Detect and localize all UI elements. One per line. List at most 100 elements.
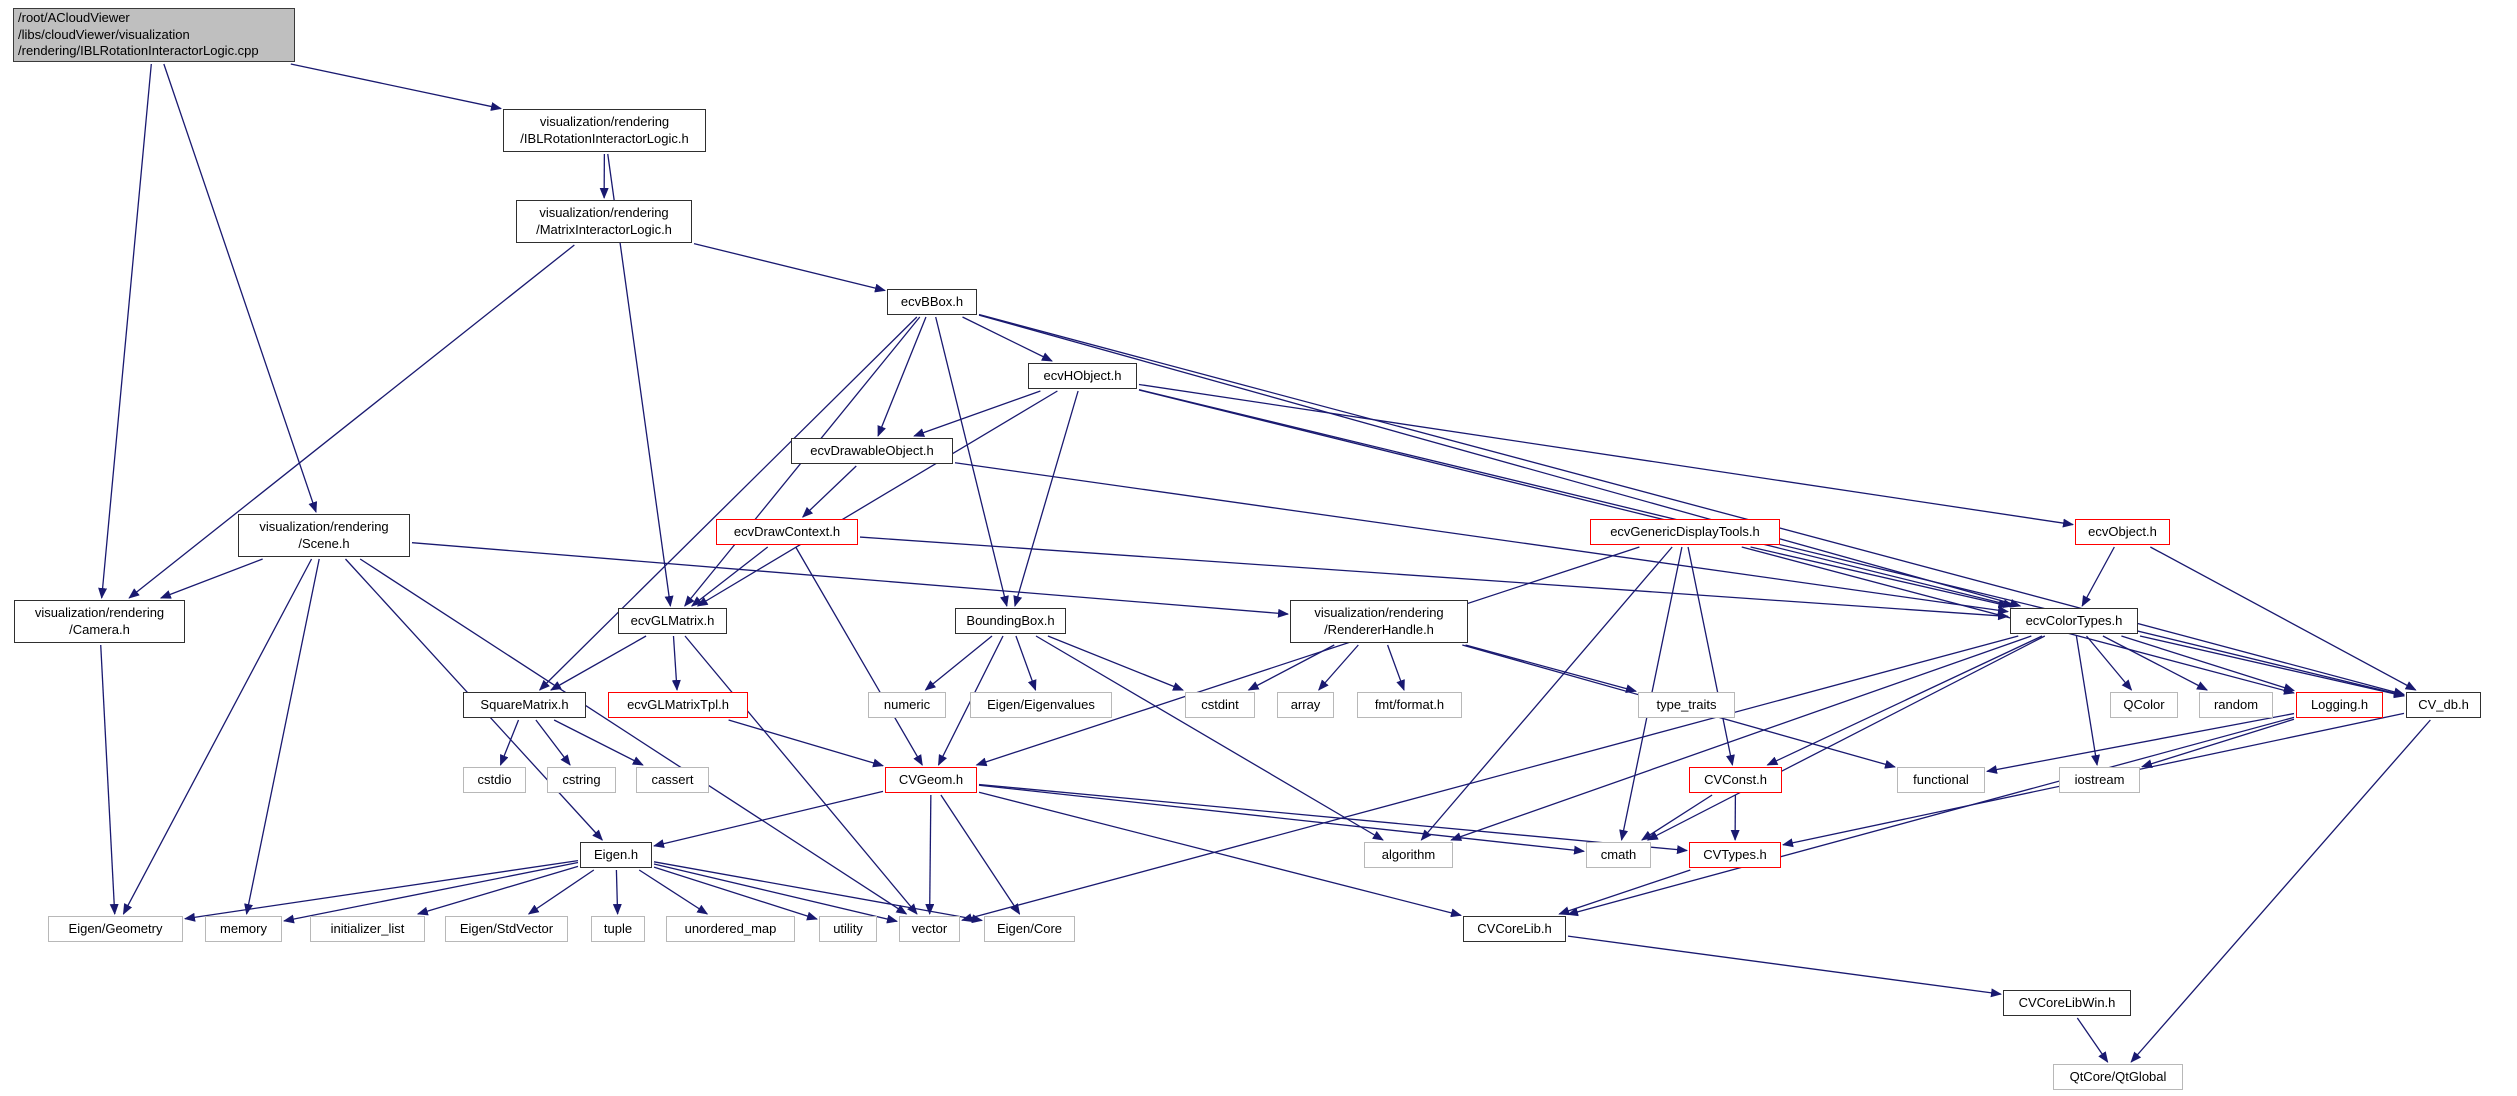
include-edge-root_cpp-to-scene xyxy=(163,63,318,513)
graph-node-unordered_map: unordered_map xyxy=(666,916,795,942)
graph-node-cvtypes[interactable]: CVTypes.h xyxy=(1689,842,1781,868)
include-edge-matrix_h-to-camera xyxy=(128,244,575,599)
graph-node-type_traits: type_traits xyxy=(1638,692,1735,718)
graph-node-eigen_h[interactable]: Eigen.h xyxy=(580,842,652,868)
include-edge-ecvcolortypes-to-cvconst xyxy=(1766,635,2043,766)
graph-node-eigen_core: Eigen/Core xyxy=(984,916,1075,942)
include-edge-ecvbbox-to-ecvhobject xyxy=(962,316,1053,362)
graph-node-ecvglmatrixtpl[interactable]: ecvGLMatrixTpl.h xyxy=(608,692,748,718)
include-edge-scene-to-vector xyxy=(359,558,908,915)
include-edge-ecvcolortypes-to-logging xyxy=(2121,635,2295,692)
include-edge-logging-to-functional xyxy=(1986,712,2295,774)
include-edge-cvtypes-to-cvcorelib xyxy=(1558,869,1691,916)
graph-node-numeric: numeric xyxy=(868,692,946,718)
include-edge-eigen_h-to-eigen_geometry xyxy=(184,859,579,922)
include-edge-squarematrix-to-cassert xyxy=(553,719,644,766)
include-edge-boundingbox-to-numeric xyxy=(924,635,993,691)
graph-node-genericdisplay[interactable]: ecvGenericDisplayTools.h xyxy=(1590,519,1780,545)
graph-node-cvcorelib[interactable]: CVCoreLib.h xyxy=(1463,916,1566,942)
graph-node-cassert: cassert xyxy=(636,767,709,793)
include-edge-boundingbox-to-eigen_eigenvalues xyxy=(1015,635,1037,691)
graph-node-scene[interactable]: visualization/rendering /Scene.h xyxy=(238,514,410,557)
include-edge-ecvglmatrix-to-squarematrix xyxy=(550,635,647,691)
graph-node-cvgeom[interactable]: CVGeom.h xyxy=(885,767,977,793)
graph-node-initializer_list: initializer_list xyxy=(310,916,425,942)
include-edge-eigen_h-to-eigen_core xyxy=(653,861,983,924)
include-edge-scene-to-camera xyxy=(159,558,263,599)
include-edge-ecvobject-to-cv_db xyxy=(2150,546,2417,691)
graph-node-ibl_h[interactable]: visualization/rendering /IBLRotationInte… xyxy=(503,109,706,152)
include-edge-scene-to-eigen_geometry xyxy=(122,558,313,915)
graph-node-ecvbbox[interactable]: ecvBBox.h xyxy=(887,289,977,315)
include-edge-ecvhobject-to-ecvdrawable xyxy=(913,390,1041,437)
graph-node-ecvcolortypes[interactable]: ecvColorTypes.h xyxy=(2010,608,2138,634)
include-edge-rendererhandle-to-fmt_format xyxy=(1386,644,1405,691)
include-edge-ecvbbox-to-boundingbox xyxy=(935,316,1009,607)
graph-node-camera[interactable]: visualization/rendering /Camera.h xyxy=(14,600,185,643)
include-edge-ecvcolortypes-to-algorithm xyxy=(1450,635,2032,841)
include-edge-eigen_h-to-memory xyxy=(283,861,579,924)
edge-group xyxy=(98,63,2431,1063)
graph-node-ecvglmatrix[interactable]: ecvGLMatrix.h xyxy=(618,608,727,634)
include-edge-ecvdrawcontext-to-cvgeom xyxy=(795,546,923,766)
include-edge-ecvhobject-to-boundingbox xyxy=(1013,390,1079,607)
graph-node-cstring: cstring xyxy=(547,767,616,793)
graph-node-ecvhobject[interactable]: ecvHObject.h xyxy=(1028,363,1137,389)
graph-node-qtglobal: QtCore/QtGlobal xyxy=(2053,1064,2183,1090)
graph-node-cvconst[interactable]: CVConst.h xyxy=(1689,767,1782,793)
include-edge-eigen_h-to-initializer_list xyxy=(416,865,579,916)
include-edge-cvgeom-to-vector xyxy=(925,794,935,915)
include-edge-ecvcolortypes-to-vector xyxy=(961,635,2019,923)
include-edge-ecvcolortypes-to-qcolor xyxy=(2086,635,2133,691)
include-edge-ecvbbox-to-ecvdrawable xyxy=(877,316,927,437)
include-edge-ecvdrawcontext-to-ecvglmatrix xyxy=(691,546,769,607)
graph-node-qcolor: QColor xyxy=(2110,692,2178,718)
include-edge-ecvhobject-to-ecvglmatrix xyxy=(696,390,1058,607)
graph-node-logging[interactable]: Logging.h xyxy=(2296,692,2383,718)
graph-node-matrix_h[interactable]: visualization/rendering /MatrixInteracto… xyxy=(516,200,692,243)
graph-node-ecvdrawable[interactable]: ecvDrawableObject.h xyxy=(791,438,953,464)
graph-node-boundingbox[interactable]: BoundingBox.h xyxy=(955,608,1066,634)
graph-node-root_cpp: /root/ACloudViewer /libs/cloudViewer/vis… xyxy=(13,8,295,62)
graph-node-squarematrix[interactable]: SquareMatrix.h xyxy=(463,692,586,718)
include-edge-ecvdrawcontext-to-ecvcolortypes xyxy=(859,536,2009,621)
include-edge-ecvcolortypes-to-cv_db xyxy=(2139,635,2405,699)
graph-node-functional: functional xyxy=(1897,767,1985,793)
graph-node-memory: memory xyxy=(205,916,282,942)
include-edge-ecvbbox-to-cv_db xyxy=(978,313,2405,697)
graph-node-eigen_stdvector: Eigen/StdVector xyxy=(445,916,568,942)
include-edge-ecvglmatrix-to-ecvglmatrixtpl xyxy=(671,635,681,691)
include-edge-eigen_h-to-unordered_map xyxy=(638,869,709,915)
graph-node-cv_db[interactable]: CV_db.h xyxy=(2406,692,2481,718)
include-edge-matrix_h-to-ecvbbox xyxy=(693,242,886,293)
include-edge-eigen_h-to-eigen_stdvector xyxy=(527,869,595,915)
include-edge-ecvglmatrixtpl-to-cvgeom xyxy=(728,719,884,768)
include-edge-cvgeom-to-cvcorelib xyxy=(978,791,1462,918)
graph-node-ecvobject[interactable]: ecvObject.h xyxy=(2075,519,2170,545)
graph-node-cstdio: cstdio xyxy=(463,767,526,793)
graph-node-utility: utility xyxy=(819,916,877,942)
include-edge-ecvglmatrix-to-vector xyxy=(684,635,918,915)
include-edge-ecvcolortypes-to-iostream xyxy=(2075,635,2100,766)
include-edge-boundingbox-to-cstdint xyxy=(1047,635,1184,691)
graph-node-cvcorelibwin[interactable]: CVCoreLibWin.h xyxy=(2003,990,2131,1016)
graph-node-tuple: tuple xyxy=(591,916,645,942)
include-edge-rendererhandle-to-cstdint xyxy=(1247,644,1335,691)
include-edge-squarematrix-to-cstring xyxy=(535,719,571,766)
graph-node-rendererhandle[interactable]: visualization/rendering /RendererHandle.… xyxy=(1290,600,1468,643)
include-edge-cvgeom-to-cmath xyxy=(978,784,1585,855)
include-edge-ecvhobject-to-ecvcolortypes xyxy=(1138,389,2015,608)
include-edge-genericdisplay-to-ecvcolortypes xyxy=(1750,546,2010,609)
include-edge-cvcorelib-to-cvcorelibwin xyxy=(1567,935,2002,998)
graph-node-algorithm: algorithm xyxy=(1364,842,1453,868)
include-edge-ecvdrawable-to-ecvcolortypes xyxy=(954,462,2009,615)
include-edge-scene-to-rendererhandle xyxy=(411,542,1289,618)
include-edge-cvcorelibwin-to-qtglobal xyxy=(2076,1017,2109,1063)
graph-node-array: array xyxy=(1277,692,1334,718)
include-edge-ecvbbox-to-ecvcolortypes xyxy=(978,314,2022,608)
graph-node-eigen_geometry: Eigen/Geometry xyxy=(48,916,183,942)
include-edge-cv_db-to-qtglobal xyxy=(2130,719,2431,1063)
graph-node-ecvdrawcontext[interactable]: ecvDrawContext.h xyxy=(716,519,858,545)
graph-node-random: random xyxy=(2199,692,2273,718)
